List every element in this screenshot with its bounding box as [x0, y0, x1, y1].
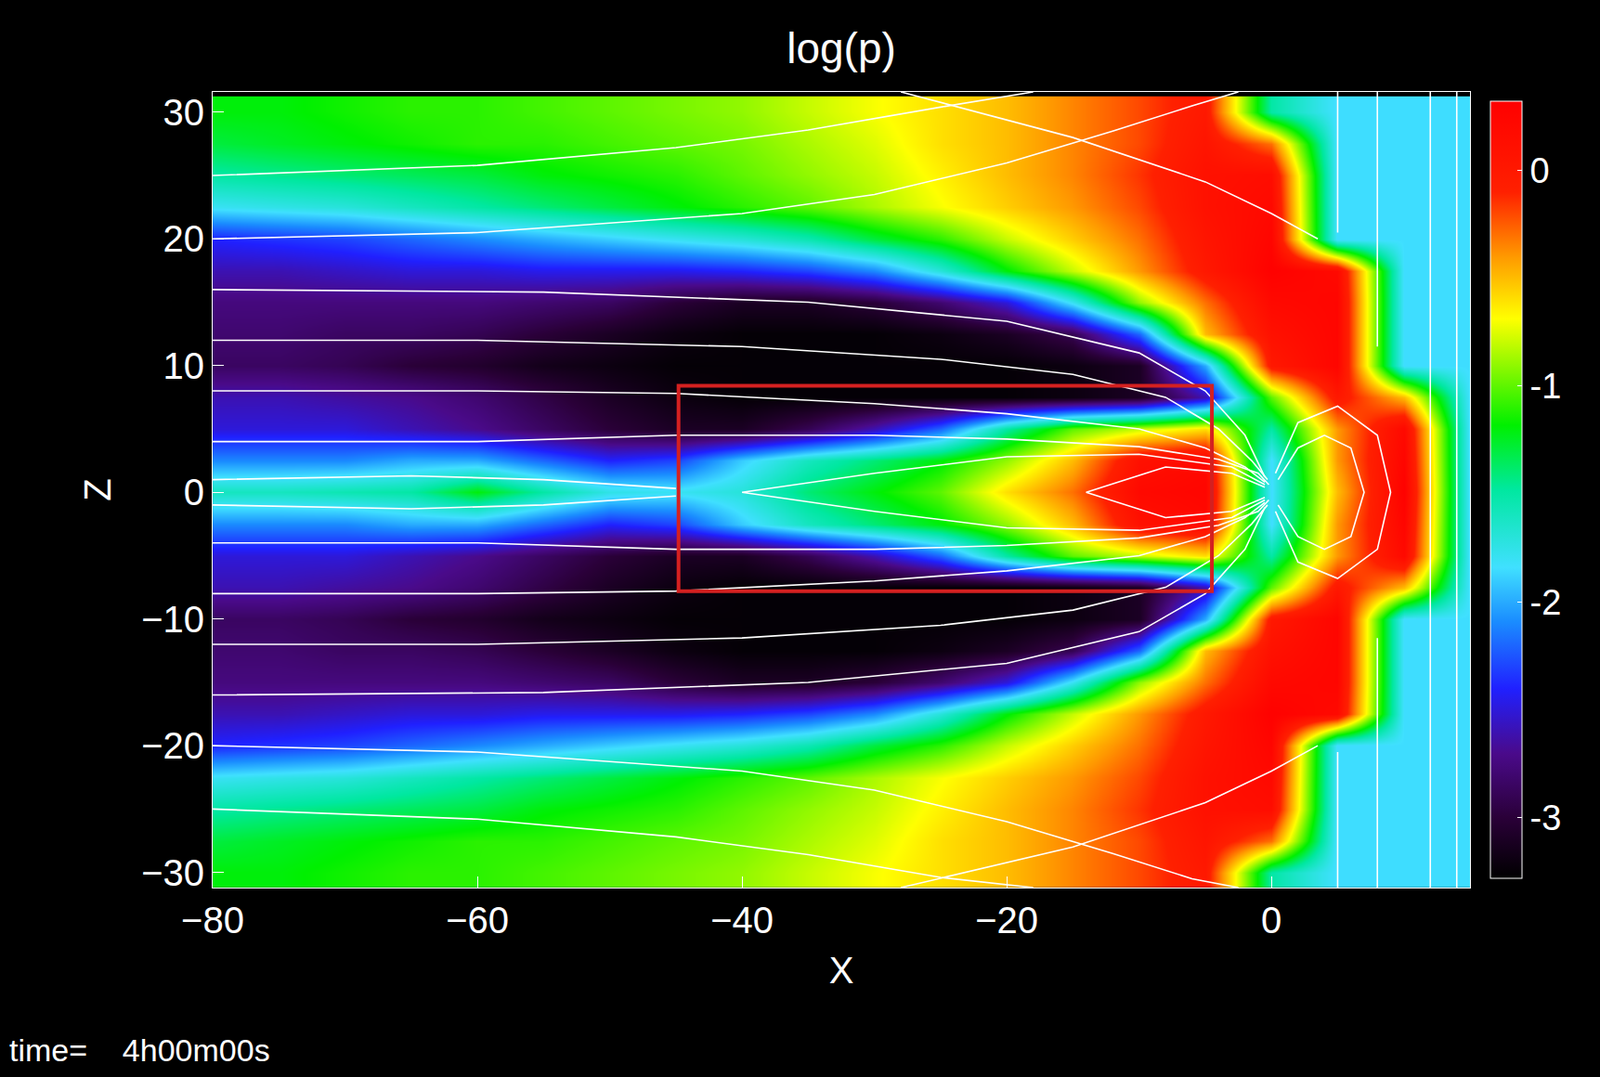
svg-text:−30: −30	[141, 852, 205, 894]
svg-text:−10: −10	[141, 598, 205, 640]
svg-text:log(p): log(p)	[786, 24, 897, 73]
svg-text:−60: −60	[445, 899, 509, 941]
svg-text:−80: −80	[181, 899, 245, 941]
svg-text:−20: −20	[141, 725, 205, 767]
svg-text:time= 4h00m00s: time= 4h00m00s	[9, 1032, 271, 1068]
svg-text:-3: -3	[1530, 798, 1562, 838]
svg-text:-2: -2	[1530, 583, 1562, 623]
svg-text:-1: -1	[1530, 366, 1562, 406]
svg-text:30: 30	[163, 91, 206, 133]
svg-text:20: 20	[163, 218, 206, 260]
svg-text:−40: −40	[710, 899, 774, 941]
svg-text:Z: Z	[77, 478, 118, 501]
svg-text:0: 0	[1530, 151, 1550, 191]
svg-text:10: 10	[163, 345, 206, 387]
svg-text:0: 0	[1261, 899, 1282, 941]
svg-text:−20: −20	[975, 899, 1039, 941]
svg-text:X: X	[829, 949, 855, 991]
svg-text:0: 0	[183, 471, 205, 513]
